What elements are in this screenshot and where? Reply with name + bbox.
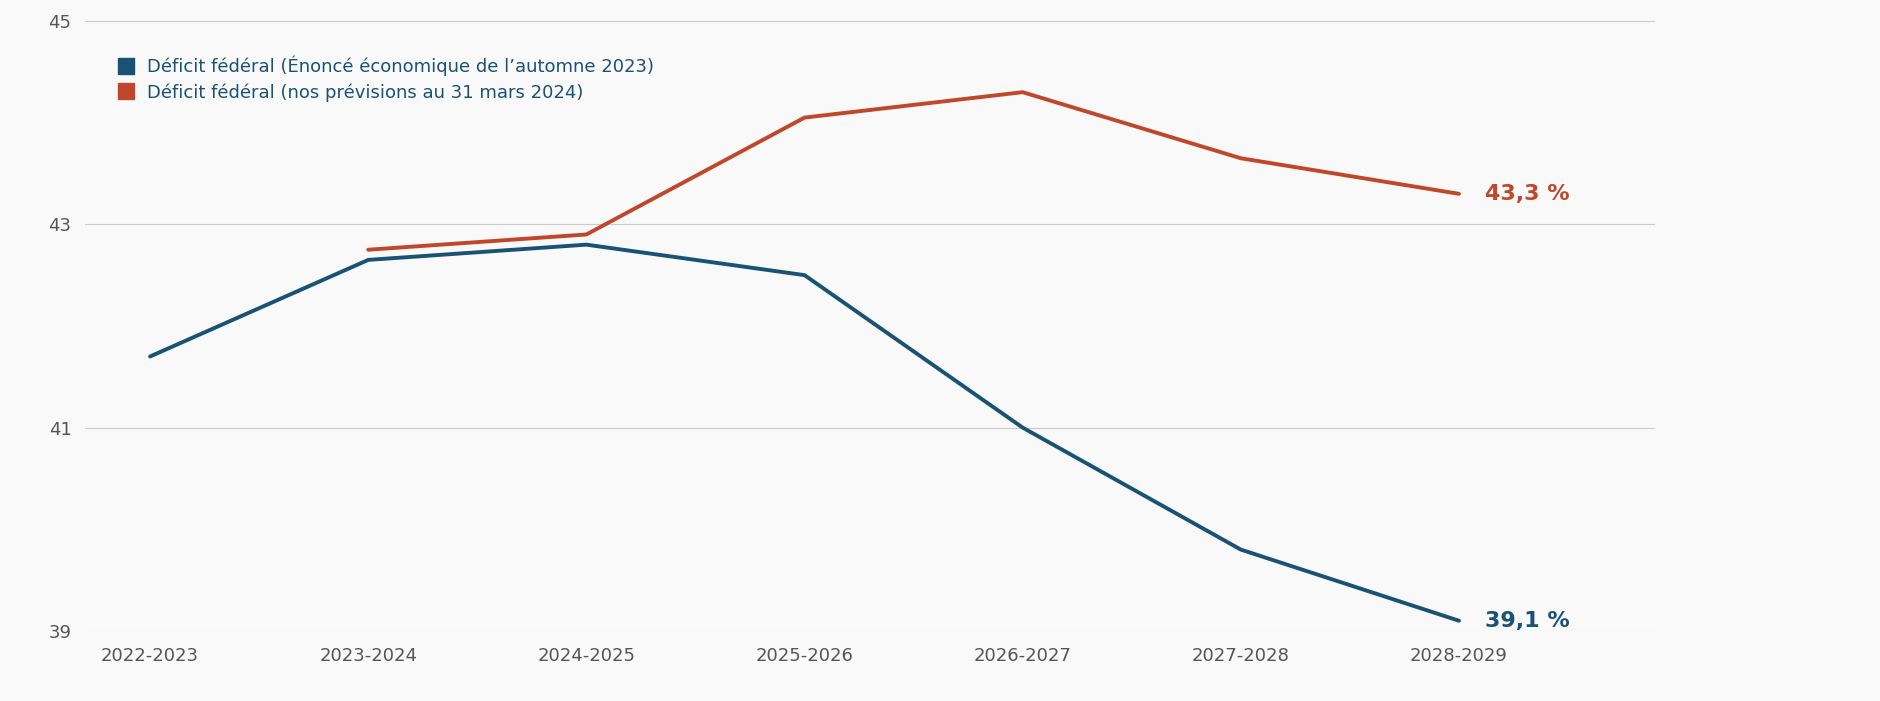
Text: 39,1 %: 39,1 % [1485,611,1570,631]
Text: 43,3 %: 43,3 % [1485,184,1570,204]
Legend: Déficit fédéral (Énoncé économique de l’automne 2023), Déficit fédéral (nos prév: Déficit fédéral (Énoncé économique de l’… [109,48,662,109]
